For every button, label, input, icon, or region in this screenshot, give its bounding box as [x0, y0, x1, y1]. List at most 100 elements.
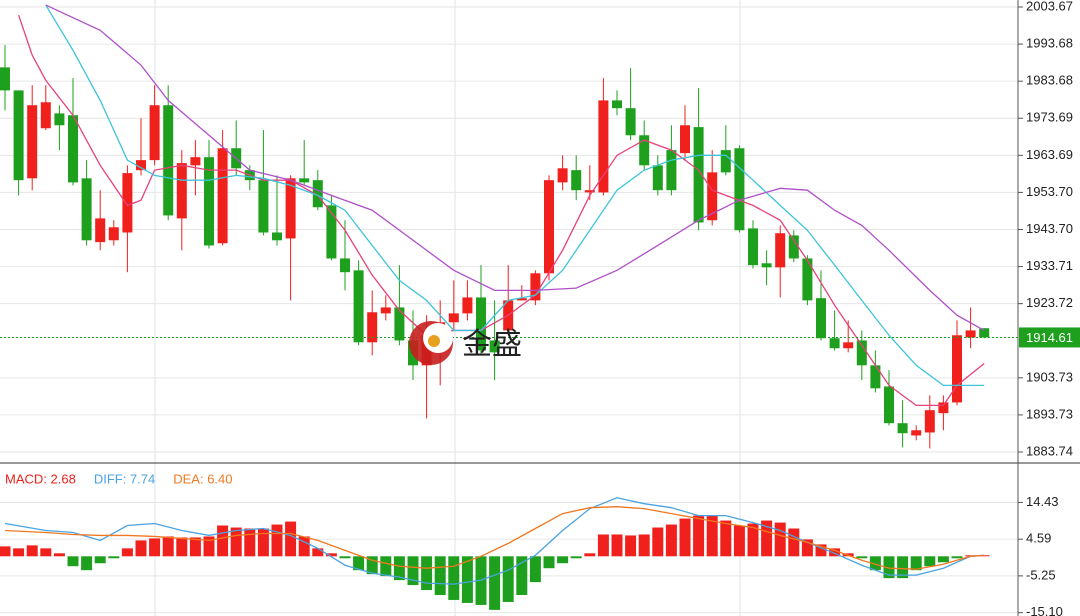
macd-bar	[883, 556, 895, 579]
macd-bar	[421, 556, 433, 591]
y-tick-label: -5.25	[1026, 567, 1056, 582]
macd-bar	[638, 534, 650, 557]
macd-bar	[897, 556, 909, 579]
y-tick-label: 1883.74	[1026, 443, 1073, 458]
macd-bar	[611, 534, 623, 557]
candle-body	[326, 205, 337, 259]
macd-bar	[339, 556, 351, 559]
macd-bar	[679, 518, 691, 557]
candle-body	[40, 102, 51, 129]
candle-body	[0, 67, 10, 91]
candle-body	[598, 100, 609, 193]
candle-body	[693, 127, 704, 223]
macd-bar	[489, 556, 501, 610]
candle-body	[788, 235, 799, 259]
candle-body	[27, 105, 38, 179]
y-tick-label: 1953.70	[1026, 184, 1073, 199]
y-tick-label: 1893.73	[1026, 406, 1073, 421]
candle-body	[13, 90, 24, 181]
macd-bar	[230, 527, 242, 557]
candle-body	[652, 165, 663, 191]
candle-body	[353, 270, 364, 343]
watermark-text: 金盛	[462, 328, 522, 361]
macd-bar	[121, 548, 133, 557]
macd-bar	[856, 556, 868, 559]
candle-body	[802, 258, 813, 301]
candle-body	[122, 173, 133, 233]
candle-body	[720, 150, 731, 173]
watermark-logo	[409, 321, 453, 365]
candle-body	[761, 263, 772, 268]
y-tick-label: 1943.70	[1026, 221, 1073, 236]
y-tick-label: 1993.68	[1026, 36, 1073, 51]
macd-bar	[706, 515, 718, 557]
macd-bar	[393, 556, 405, 581]
indicator-line	[45, 4, 985, 332]
candle-body	[176, 163, 187, 219]
candle-body	[530, 273, 541, 301]
macd-bar	[747, 523, 759, 557]
macd-bar	[448, 556, 460, 600]
candle-body	[149, 105, 160, 161]
candle-body	[272, 232, 282, 241]
candle-body	[217, 148, 228, 244]
candle-body	[299, 178, 310, 183]
candle-body	[163, 105, 174, 216]
macd-bar	[720, 520, 732, 557]
macd-bar	[40, 548, 52, 557]
macd-bar	[26, 545, 38, 557]
macd-bar	[407, 556, 419, 586]
macd-bar	[829, 548, 841, 557]
macd-bar	[135, 540, 147, 557]
macd-bar	[0, 546, 11, 557]
last-price-label: 1914.61	[1026, 330, 1073, 345]
legend-entry: MACD: 2.68	[5, 471, 76, 486]
candle-body	[924, 410, 935, 433]
candle-body	[843, 342, 854, 349]
macd-bar	[502, 556, 514, 602]
candle-body	[639, 135, 650, 166]
macd-bar	[869, 556, 881, 571]
macd-bar	[94, 556, 106, 564]
macd-bar	[665, 524, 677, 557]
candle-body	[612, 100, 622, 109]
macd-bar	[53, 553, 65, 557]
candle-body	[734, 148, 745, 231]
candle-body	[884, 386, 894, 424]
macd-bar	[298, 536, 310, 557]
candle-body	[95, 218, 106, 243]
macd-bar	[516, 556, 528, 595]
indicator-line	[4, 506, 985, 570]
candle-body	[870, 365, 881, 389]
candle-body	[489, 340, 500, 353]
y-tick-label: 2003.67	[1026, 0, 1073, 13]
macd-bar	[162, 536, 174, 557]
macd-bar	[257, 528, 269, 557]
candle-body	[394, 307, 405, 341]
candle-body	[340, 258, 350, 273]
macd-bar	[176, 537, 188, 557]
candle-body	[258, 180, 269, 233]
candle-body	[544, 180, 554, 274]
macd-bar	[366, 556, 378, 575]
candle-body	[516, 298, 527, 301]
macd-bar	[312, 548, 324, 557]
macd-bar	[203, 536, 215, 557]
macd-bar	[67, 556, 79, 567]
macd-bar	[557, 556, 569, 564]
y-tick-label: 1963.69	[1026, 147, 1073, 162]
macd-bar	[652, 527, 664, 557]
candle-body	[204, 157, 214, 246]
indicator-line	[4, 497, 985, 585]
logo-dot	[428, 335, 440, 347]
legend-entry: DIFF: 7.74	[94, 471, 155, 486]
macd-bar	[693, 515, 705, 557]
macd-bar	[910, 556, 922, 571]
candle-body	[476, 297, 486, 351]
macd-bar	[461, 556, 473, 603]
macd-bar	[108, 556, 120, 559]
macd-bar	[271, 524, 283, 557]
macd-bar	[937, 556, 949, 563]
macd-bar	[733, 525, 745, 557]
candle-body	[136, 160, 146, 171]
